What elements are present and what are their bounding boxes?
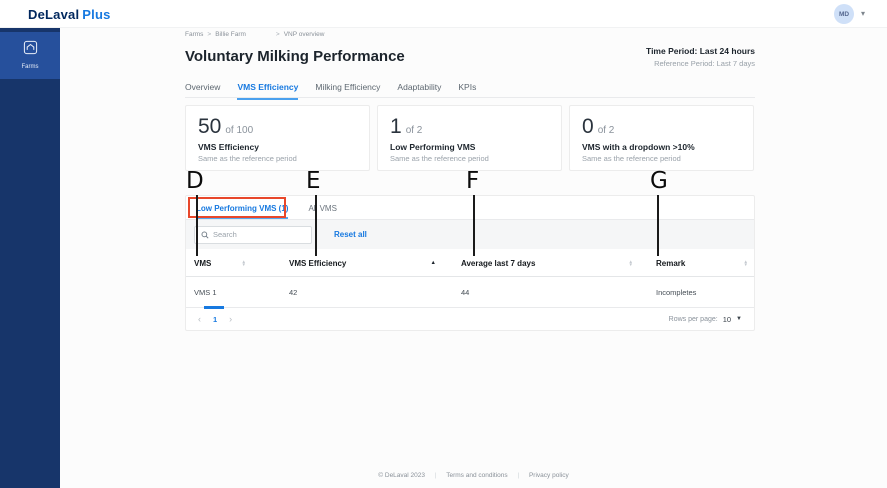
cell-remark: Incompletes [656, 288, 697, 297]
column-header-remark[interactable]: Remark ▲ ▼ [656, 249, 748, 277]
annotation-line-g [657, 195, 659, 256]
breadcrumb-separator: > [275, 31, 280, 38]
pagination-controls: ‹ 1 › [192, 314, 238, 324]
annotation-line-d [196, 195, 198, 256]
cell-average: 44 [461, 288, 470, 297]
time-period: Time Period: Last 24 hours [646, 46, 755, 56]
search-box[interactable] [194, 225, 312, 244]
stat-of: of 2 [597, 125, 615, 136]
rows-per-page-caret-icon[interactable]: ▼ [736, 316, 742, 322]
reference-period: Reference Period: Last 7 days [654, 59, 755, 68]
search-input[interactable] [213, 230, 303, 239]
breadcrumb-billie-farm[interactable]: Billie Farm [215, 31, 246, 38]
rows-per-page-value[interactable]: 10 [722, 314, 732, 324]
tab-all-vms[interactable]: All VMS [308, 204, 337, 213]
tab-vms-efficiency[interactable]: VMS Efficiency [237, 82, 299, 100]
topbar: DeLaval Plus MD ▾ [0, 0, 887, 28]
sort-icon[interactable]: ▲ ▼ [241, 258, 246, 267]
annotation-line-f [473, 195, 475, 256]
chevron-right-icon[interactable]: › [229, 314, 233, 324]
stat-label: Low Performing VMS [390, 142, 476, 152]
pagination: ‹ 1 › Rows per page: 10 ▼ [186, 306, 754, 330]
time-period-block: Time Period: Last 24 hours Reference Per… [485, 46, 755, 68]
sort-ascending-icon[interactable]: ▲ [430, 260, 436, 266]
sidebar: Farms [0, 28, 60, 488]
main-tabs: Overview VMS Efficiency Milking Efficien… [185, 82, 476, 100]
annotation-line-e [315, 195, 317, 256]
tab-low-performing-vms[interactable]: Low Performing VMS (1) [196, 204, 289, 219]
table-header-row: VMS ▲ ▼ VMS Efficiency ▲ Average last 7 d… [186, 249, 754, 277]
avatar-chevron-down-icon[interactable]: ▾ [861, 9, 866, 18]
tabs-divider [185, 97, 755, 98]
stat-of: of 100 [225, 125, 254, 136]
stat-label: VMS with a dropdown >10% [582, 142, 695, 152]
copyright: © DeLaval 2023 [378, 472, 425, 479]
cell-efficiency: 42 [289, 288, 298, 297]
privacy-link[interactable]: Privacy policy [528, 472, 569, 479]
footer: © DeLaval 2023 | Terms and conditions | … [60, 472, 887, 479]
column-header-vms-efficiency[interactable]: VMS Efficiency ▲ [289, 249, 436, 277]
sidebar-item-farms[interactable]: Farms [0, 32, 60, 79]
stat-of: of 2 [405, 125, 423, 136]
sidebar-item-label: Farms [21, 64, 39, 70]
logo-delaval: DeLaval [28, 7, 80, 22]
terms-link[interactable]: Terms and conditions [446, 472, 508, 479]
column-label: VMS Efficiency [289, 258, 347, 268]
chevron-left-icon[interactable]: ‹ [198, 314, 201, 324]
logo-plus: Plus [82, 7, 111, 22]
annotation-letter-g: G [650, 168, 668, 194]
stat-value: 1 [390, 115, 402, 138]
annotation-letter-e: E [306, 168, 321, 194]
rows-per-page-label: Rows per page: [668, 315, 718, 323]
breadcrumb-vnp-overview[interactable]: VNP overview [283, 31, 325, 38]
tab-milking-efficiency[interactable]: Milking Efficiency [315, 82, 381, 92]
search-icon [201, 226, 209, 244]
avatar[interactable]: MD [834, 4, 854, 24]
tab-adaptability[interactable]: Adaptability [397, 82, 442, 92]
delaval-plus-logo: DeLaval Plus [28, 7, 111, 22]
annotation-letter-f: F [466, 168, 480, 194]
sort-icon[interactable]: ▲ ▼ [743, 258, 748, 267]
panel-tabs: Low Performing VMS (1) All VMS [186, 196, 754, 220]
stat-sublabel: Same as the reference period [390, 154, 489, 163]
stat-label: VMS Efficiency [198, 142, 259, 152]
column-label: Remark [656, 258, 686, 268]
breadcrumb: Farms > Billie Farm > VNP overview [185, 31, 324, 38]
vms-table-panel: Low Performing VMS (1) All VMS Reset all… [185, 195, 755, 331]
footer-separator: | [517, 472, 520, 479]
tab-overview[interactable]: Overview [185, 82, 221, 92]
page-title: Voluntary Milking Performance [185, 48, 405, 65]
sort-icon[interactable]: ▲ ▼ [628, 258, 633, 267]
breadcrumb-farms[interactable]: Farms [185, 31, 204, 38]
stat-sublabel: Same as the reference period [582, 154, 681, 163]
stat-value: 0 [582, 115, 594, 138]
breadcrumb-separator: > [207, 31, 212, 38]
page-number[interactable]: 1 [213, 314, 218, 324]
farms-icon [23, 40, 38, 60]
column-label: VMS [194, 258, 212, 268]
stat-card-low-performing-vms: 1 of 2 Low Performing VMS Same as the ref… [377, 105, 562, 171]
rows-per-page: Rows per page: 10 ▼ [669, 308, 742, 330]
column-label: Average last 7 days [461, 258, 536, 268]
table-row[interactable]: VMS 1 42 44 Incompletes [186, 277, 754, 308]
stat-cards: 50 of 100 VMS Efficiency Same as the refe… [185, 105, 755, 171]
filter-row: Reset all [186, 220, 754, 249]
tab-kpis[interactable]: KPIs [458, 82, 477, 92]
cell-vms: VMS 1 [194, 288, 217, 297]
footer-separator: | [434, 472, 437, 479]
stat-sublabel: Same as the reference period [198, 154, 297, 163]
active-page-indicator [204, 306, 224, 309]
stat-value: 50 [198, 115, 222, 138]
reset-all-button[interactable]: Reset all [334, 230, 367, 239]
stat-card-vms-dropdown: 0 of 2 VMS with a dropdown >10% Same as t… [569, 105, 754, 171]
column-header-average-last-7-days[interactable]: Average last 7 days ▲ ▼ [461, 249, 633, 277]
stat-card-vms-efficiency: 50 of 100 VMS Efficiency Same as the refe… [185, 105, 370, 171]
column-header-vms[interactable]: VMS ▲ ▼ [194, 249, 246, 277]
annotation-letter-d: D [186, 168, 204, 194]
annotation-highlight-box [188, 197, 286, 218]
